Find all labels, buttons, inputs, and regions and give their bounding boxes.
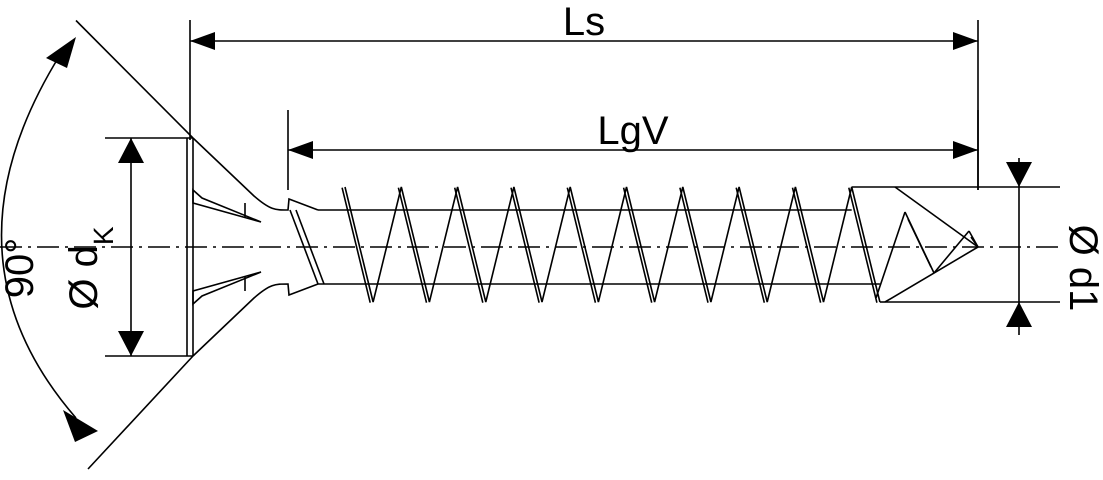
svg-text:LgV: LgV (597, 109, 668, 153)
svg-text:Ls: Ls (563, 0, 605, 44)
svg-text:Ø d1: Ø d1 (1061, 225, 1103, 312)
svg-text:90°: 90° (0, 238, 42, 299)
